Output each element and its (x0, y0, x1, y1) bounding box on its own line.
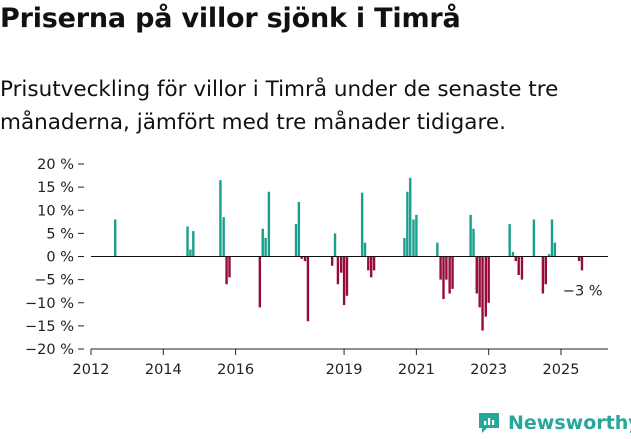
bar-negative (330, 256, 334, 266)
x-tick-label: 2025 (543, 362, 580, 378)
bar-positive (363, 242, 367, 257)
x-tick-label: 2023 (470, 362, 507, 378)
bar-negative (336, 256, 340, 285)
bar-positive (360, 192, 364, 257)
bar-negative (520, 256, 524, 280)
bar-positive (114, 219, 117, 257)
x-tick-label: 2019 (326, 362, 363, 378)
bar-positive (222, 217, 225, 257)
x-axis: 2012 2014 2016 2019 2021 2023 2025 (73, 348, 608, 378)
brand-name: Newsworthy (508, 412, 631, 434)
y-tick-label: −15 % (25, 319, 74, 335)
bar-negative (577, 256, 581, 262)
bar-negative (439, 256, 442, 280)
bar-negative (484, 256, 487, 317)
bar-positive (412, 219, 415, 257)
bar-positive (472, 228, 475, 257)
bar-positive (406, 191, 409, 257)
bar-positive (261, 228, 264, 257)
bar-negative (445, 256, 448, 280)
bar-negative (339, 256, 343, 273)
bar-negative (300, 256, 303, 259)
y-axis: 20 % 15 % 10 % 5 % 0 % −5 % −10 % −15 % −20 % (25, 157, 84, 358)
y-tick-label: 10 % (37, 203, 74, 219)
bar-positive (267, 191, 271, 257)
bar-positive (415, 214, 418, 257)
bar-positive (333, 233, 337, 257)
bar-negative (448, 256, 451, 294)
bar-positive (547, 254, 551, 257)
bar-negative (475, 256, 478, 294)
bar-negative (541, 256, 545, 294)
bar-positive (186, 226, 189, 257)
last-value-annotation: −3 % (563, 283, 603, 299)
bar-positive (264, 238, 267, 257)
bar-negative (306, 256, 310, 322)
y-tick-label: −10 % (25, 296, 74, 312)
bar-positive (192, 231, 195, 257)
x-tick-label: 2021 (398, 362, 435, 378)
bar-negative (478, 256, 481, 308)
bar-positive (294, 224, 298, 257)
bar-negative (487, 256, 490, 303)
y-tick-label: 5 % (46, 226, 74, 242)
x-tick-label: 2016 (217, 362, 254, 378)
bar-positive (508, 224, 511, 257)
bar-positive (219, 180, 222, 257)
bar-positive (297, 201, 301, 257)
bar-positive (469, 214, 472, 257)
y-tick-label: 15 % (37, 180, 74, 196)
bar-negative (225, 256, 228, 285)
x-tick-label: 2014 (145, 362, 182, 378)
bar-positive (550, 219, 554, 257)
bar-negative (369, 256, 373, 278)
bar-negative (481, 256, 484, 331)
bar-positive (553, 242, 557, 257)
bars (114, 177, 584, 331)
chart-subtitle: Prisutveckling för villor i Timrå under … (0, 77, 559, 135)
bar-negative (367, 256, 370, 271)
bar-negative (258, 256, 262, 308)
bar-negative (372, 256, 376, 271)
bar-negative (303, 256, 307, 262)
y-tick-label: −20 % (25, 342, 74, 358)
newsworthy-logo-icon (479, 413, 499, 433)
bar-positive (511, 251, 515, 257)
bar-positive (403, 238, 406, 257)
x-tick-label: 2012 (73, 362, 110, 378)
bar-negative (517, 256, 520, 275)
bar-positive (532, 219, 536, 257)
bar-negative (345, 256, 349, 296)
bar-negative (342, 256, 346, 306)
bar-positive (189, 249, 192, 257)
bar-negative (442, 256, 445, 300)
bar-positive (409, 177, 412, 257)
chart-title: Priserna på villor sjönk i Timrå (0, 3, 461, 34)
bar-negative (451, 256, 454, 289)
y-tick-label: −5 % (34, 273, 74, 289)
y-tick-label: 0 % (46, 250, 74, 266)
bar-negative (228, 256, 231, 278)
bar-negative (514, 256, 518, 262)
newsworthy-brand: Newsworthy (476, 409, 631, 437)
bar-negative (544, 256, 548, 285)
bar-negative (580, 256, 584, 271)
y-tick-label: 20 % (37, 157, 74, 173)
bar-positive (436, 242, 439, 257)
